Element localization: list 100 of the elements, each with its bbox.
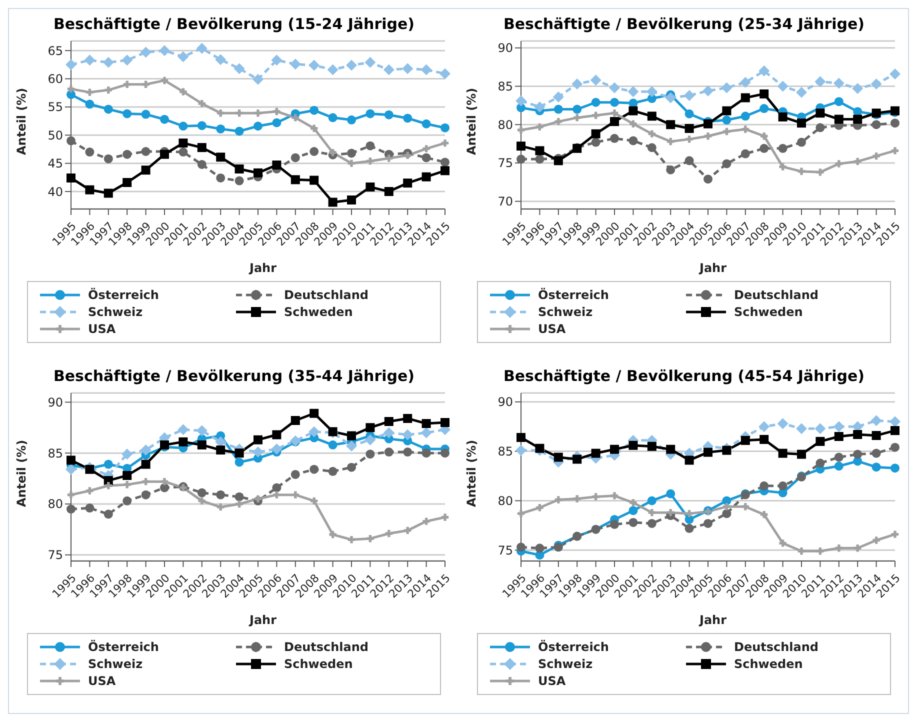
point [647, 496, 656, 506]
point [440, 448, 450, 458]
y-tick-label: 80 [48, 497, 63, 512]
legend-label: USA [88, 674, 116, 688]
point [814, 423, 826, 434]
point [160, 478, 168, 486]
point [252, 446, 264, 458]
point [403, 448, 412, 457]
point [816, 548, 824, 555]
legend-label: USA [538, 674, 566, 688]
point [891, 530, 899, 538]
point [666, 165, 676, 174]
point [684, 124, 694, 133]
point [760, 89, 769, 98]
point [160, 483, 169, 492]
point [572, 104, 582, 114]
point [346, 440, 357, 452]
point [758, 65, 770, 76]
point [124, 481, 131, 488]
point [254, 168, 262, 178]
point [630, 120, 637, 128]
point [742, 126, 749, 133]
point [740, 436, 750, 445]
point [554, 118, 562, 126]
point [197, 143, 206, 152]
point [422, 448, 431, 458]
point [198, 497, 206, 505]
legend-label: Deutschland [284, 288, 369, 302]
point [160, 114, 169, 124]
point [236, 110, 243, 117]
point [366, 423, 375, 432]
point [591, 448, 600, 458]
point [178, 51, 189, 62]
y-tick-label: 75 [48, 548, 63, 562]
point [723, 503, 730, 510]
point [292, 491, 299, 498]
point [554, 496, 562, 504]
point [272, 160, 282, 170]
point [740, 149, 750, 158]
point [66, 59, 76, 70]
point [254, 122, 262, 131]
point [535, 154, 544, 164]
y-tick-label: 80 [498, 494, 513, 508]
point [216, 152, 226, 162]
point [534, 101, 546, 112]
point [628, 518, 638, 527]
point [684, 90, 695, 101]
point [648, 508, 656, 516]
point [834, 462, 844, 471]
point [516, 154, 526, 164]
point [610, 98, 619, 107]
point [273, 108, 280, 116]
point [647, 112, 656, 121]
point [140, 444, 152, 456]
point [197, 440, 206, 450]
point [122, 470, 132, 480]
point [628, 136, 638, 146]
y-tick-label: 50 [48, 128, 63, 142]
point [234, 448, 244, 458]
point [778, 144, 788, 153]
point [328, 113, 338, 122]
point [104, 482, 112, 490]
point [142, 478, 150, 486]
point [704, 518, 712, 528]
point [422, 172, 431, 182]
point [328, 198, 338, 207]
legend-label: USA [88, 322, 116, 336]
point [234, 176, 244, 186]
point [104, 154, 113, 164]
point [722, 446, 732, 455]
point [870, 78, 882, 90]
point [272, 483, 282, 492]
legend-label: Österreich [88, 288, 159, 302]
point [890, 118, 900, 128]
legend-label: Schweden [734, 305, 803, 319]
point [872, 120, 881, 130]
y-tick-label: 75 [498, 156, 513, 170]
point [347, 115, 356, 124]
point [404, 526, 412, 534]
point [197, 121, 206, 130]
legend-label: Österreich [88, 640, 159, 654]
x-axis-title: Jahr [248, 612, 278, 629]
point [721, 82, 732, 94]
point [834, 432, 844, 441]
point [234, 63, 245, 74]
point [852, 83, 864, 94]
point [236, 500, 243, 508]
point [292, 114, 299, 122]
point [141, 110, 150, 119]
x-axis-title: Jahr [698, 260, 728, 277]
point [440, 68, 450, 80]
point [758, 421, 770, 432]
point [104, 86, 112, 94]
point [628, 86, 639, 98]
point [441, 514, 449, 521]
point [666, 120, 676, 130]
point [592, 493, 600, 500]
chart-title: Beschäftigte / Bevölkerung (45-54 Jährige) [502, 367, 866, 385]
point [347, 195, 356, 204]
point [667, 508, 674, 516]
